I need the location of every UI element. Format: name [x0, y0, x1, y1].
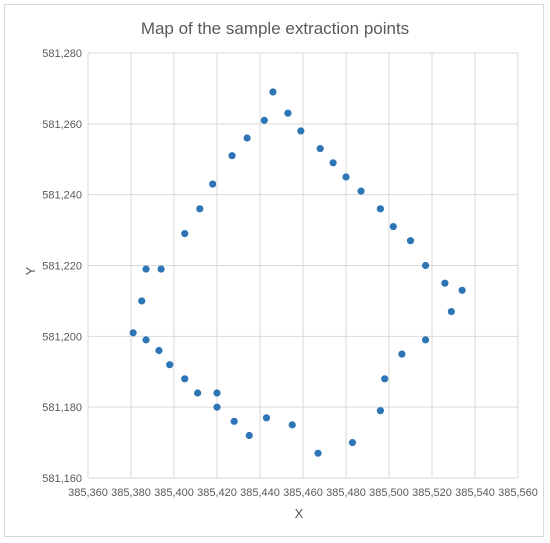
chart-frame: Map of the sample extraction points 581,… [4, 4, 544, 537]
data-point [458, 286, 466, 294]
data-point [181, 375, 189, 383]
data-point [389, 222, 397, 231]
y-tick-label: 581,220 [42, 261, 82, 273]
data-point [213, 403, 221, 411]
data-point [297, 127, 305, 135]
data-point [421, 336, 430, 344]
y-axis-label: Y [23, 266, 38, 275]
data-points [129, 88, 466, 457]
data-point [406, 237, 415, 245]
data-point [209, 180, 217, 188]
x-tick-label: 385,440 [240, 487, 280, 499]
y-tick-label: 581,180 [42, 402, 82, 414]
x-tick-label: 385,540 [455, 487, 495, 499]
data-point [381, 375, 389, 383]
x-tick-label: 385,400 [154, 487, 194, 499]
gridlines [87, 52, 519, 479]
data-point [269, 88, 277, 96]
data-point [260, 116, 268, 124]
data-point [142, 265, 150, 273]
x-tick-label: 385,520 [412, 487, 452, 499]
data-point [357, 187, 365, 195]
data-point [181, 230, 189, 238]
x-tick-label: 385,460 [283, 487, 323, 499]
data-point [288, 421, 296, 429]
x-axis-label: X [295, 506, 304, 521]
data-point [342, 173, 350, 181]
y-tick-labels: 581,160 581,180 581,200 581,220 581,240 581,2… [42, 48, 82, 485]
x-tick-label: 385,420 [197, 487, 237, 499]
data-point [329, 159, 337, 167]
data-point [314, 449, 322, 457]
x-tick-label: 385,560 [498, 487, 538, 499]
x-tick-label: 385,480 [326, 487, 366, 499]
y-tick-label: 581,280 [42, 48, 82, 60]
y-tick-label: 581,200 [42, 331, 82, 343]
data-point [213, 389, 221, 397]
data-point [155, 346, 163, 355]
data-point [284, 109, 292, 117]
y-tick-label: 581,240 [42, 190, 82, 202]
data-point [447, 307, 455, 316]
x-tick-label: 385,500 [369, 487, 409, 499]
data-point [129, 329, 137, 337]
data-point [166, 361, 174, 369]
data-point [441, 279, 449, 287]
data-point [194, 389, 202, 397]
y-tick-label: 581,160 [42, 473, 82, 485]
data-point [376, 205, 384, 213]
scatter-chart: Map of the sample extraction points 581,… [23, 19, 538, 521]
data-point [243, 134, 251, 142]
y-tick-label: 581,260 [42, 119, 82, 131]
data-point [245, 431, 253, 440]
data-point [398, 350, 406, 358]
data-point [142, 336, 150, 344]
data-point [138, 297, 146, 305]
x-tick-labels: 385,360 385,380 385,400 385,420 385,440 385,4… [68, 487, 538, 499]
x-tick-label: 385,380 [111, 487, 151, 499]
data-point [316, 145, 324, 153]
data-point [157, 265, 165, 273]
data-point [376, 407, 384, 415]
data-point [196, 205, 204, 213]
data-point [421, 261, 430, 270]
chart-title: Map of the sample extraction points [141, 19, 409, 38]
data-point [228, 152, 236, 160]
data-point [348, 438, 357, 447]
data-point [262, 414, 271, 422]
x-tick-label: 385,360 [68, 487, 108, 499]
data-point [230, 417, 238, 425]
